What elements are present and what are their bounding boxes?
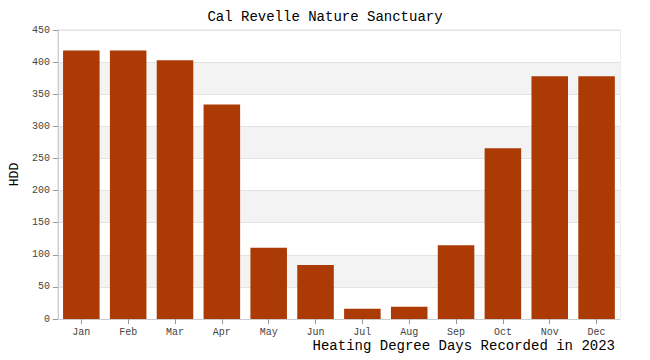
svg-text:Cal Revelle Nature Sanctuary: Cal Revelle Nature Sanctuary [207,9,442,25]
svg-text:Oct: Oct [494,327,512,338]
svg-text:Jan: Jan [72,327,90,338]
svg-text:Feb: Feb [119,327,137,338]
svg-text:Jun: Jun [307,327,325,338]
svg-text:Dec: Dec [588,327,606,338]
svg-text:Apr: Apr [213,327,231,338]
svg-text:Heating Degree Days Recorded i: Heating Degree Days Recorded in 2023 [313,338,615,354]
svg-text:Mar: Mar [166,327,184,338]
svg-text:Jul: Jul [353,327,371,338]
svg-text:100: 100 [32,249,50,260]
svg-text:Nov: Nov [541,327,559,338]
svg-text:0: 0 [44,314,50,325]
svg-text:400: 400 [32,57,50,68]
svg-text:200: 200 [32,185,50,196]
svg-text:Aug: Aug [400,327,418,338]
svg-text:450: 450 [32,25,50,36]
svg-text:300: 300 [32,121,50,132]
svg-text:Sep: Sep [447,327,465,338]
svg-text:350: 350 [32,89,50,100]
svg-text:May: May [260,327,278,338]
svg-text:150: 150 [32,217,50,228]
svg-text:HDD: HDD [7,163,22,187]
svg-text:250: 250 [32,153,50,164]
svg-text:50: 50 [38,281,50,292]
